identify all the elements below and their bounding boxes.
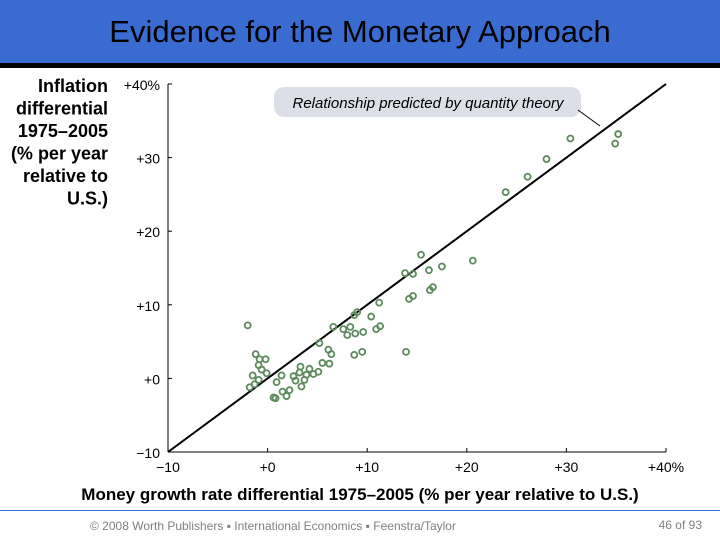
fit-line-group: [167, 83, 667, 453]
data-point: [245, 383, 254, 392]
quantity-theory-line: [167, 83, 667, 453]
data-point: [282, 392, 291, 400]
y-axis-label-line: (% per year: [11, 144, 108, 164]
y-axis-label-line: differential: [16, 99, 108, 119]
data-point: [277, 371, 286, 380]
y-tick-label: +20: [136, 224, 160, 240]
y-axis-label-line: relative to: [23, 166, 108, 186]
data-point: [305, 364, 314, 373]
data-point: [271, 394, 280, 403]
x-tick-label: +0: [260, 459, 276, 475]
title-bar: Evidence for the Monetary Approach: [0, 0, 720, 68]
data-point: [611, 139, 620, 148]
data-point: [409, 269, 417, 278]
data-point: [542, 155, 551, 163]
data-point: [297, 382, 306, 391]
data-point: [401, 269, 409, 278]
y-tick-label: +30: [136, 151, 160, 167]
page-total: 93: [688, 518, 702, 532]
data-point: [566, 134, 575, 143]
data-point: [376, 322, 385, 331]
data-point: [295, 368, 304, 377]
callout-pointer: [577, 109, 601, 127]
y-axis-label-line: Inflation: [38, 76, 108, 96]
page-of: of: [675, 518, 686, 532]
y-tick-label: +0: [144, 371, 160, 387]
data-point: [353, 308, 362, 317]
annotation-callout: Relationship predicted by quantity theor…: [274, 87, 601, 127]
data-point: [358, 348, 367, 356]
data-point: [314, 367, 323, 376]
tick-labels: −10 +0 +10 +20 +30 +40% −10 +0 +10 +20 +30 +40%: [124, 77, 684, 475]
data-point: [272, 378, 281, 386]
y-tick-label: +40%: [124, 77, 160, 93]
data-point: [359, 328, 368, 336]
data-point: [243, 321, 252, 330]
y-tick-label: +10: [136, 298, 160, 314]
x-axis-label: Money growth rate differential 1975–2005…: [81, 485, 638, 504]
data-point: [351, 329, 360, 338]
page-current: 46: [658, 518, 672, 532]
data-point: [296, 362, 305, 371]
data-point: [324, 345, 333, 354]
data-point: [468, 256, 477, 265]
data-point: [325, 359, 334, 368]
page-number: 46 of 93: [659, 518, 702, 532]
callout-text: Relationship predicted by quantity theor…: [293, 95, 565, 112]
data-point: [523, 172, 532, 181]
x-tick-label: +40%: [648, 459, 684, 475]
data-point: [405, 295, 413, 303]
data-point: [278, 387, 287, 396]
x-tick-label: +20: [455, 459, 479, 475]
data-point: [318, 359, 327, 367]
x-tick-label: +30: [555, 459, 579, 475]
y-axis-label-line: U.S.): [67, 189, 108, 209]
data-point: [417, 250, 425, 259]
data-point: [254, 375, 263, 384]
data-point: [261, 355, 270, 364]
data-point: [339, 325, 348, 333]
data-point: [262, 369, 271, 378]
axes: [167, 84, 666, 453]
y-tick-label: −10: [136, 445, 160, 461]
data-point: [248, 371, 257, 380]
data-point: [251, 350, 260, 359]
x-tick-label: −10: [156, 459, 180, 475]
data-points: [243, 130, 623, 403]
data-point: [257, 365, 266, 374]
data-point: [350, 350, 359, 359]
data-point: [614, 130, 623, 138]
data-point: [346, 322, 355, 331]
callout-box: [274, 87, 581, 117]
data-point: [501, 188, 510, 197]
data-point: [329, 322, 338, 331]
x-tick-label: +10: [355, 459, 379, 475]
data-point: [437, 262, 446, 271]
footer-credit: © 2008 Worth Publishers ▪ International …: [90, 519, 456, 533]
data-point: [315, 339, 324, 347]
data-point: [429, 283, 437, 292]
data-point: [291, 376, 300, 385]
slide-title: Evidence for the Monetary Approach: [109, 14, 611, 49]
footer-divider: [0, 510, 720, 511]
data-point: [300, 375, 309, 384]
data-point: [343, 331, 352, 339]
y-axis-label-line: 1975–2005: [18, 121, 108, 141]
data-point: [375, 298, 384, 307]
data-point: [402, 348, 410, 356]
data-point: [285, 386, 294, 395]
data-point: [367, 312, 376, 321]
data-point: [425, 266, 433, 275]
